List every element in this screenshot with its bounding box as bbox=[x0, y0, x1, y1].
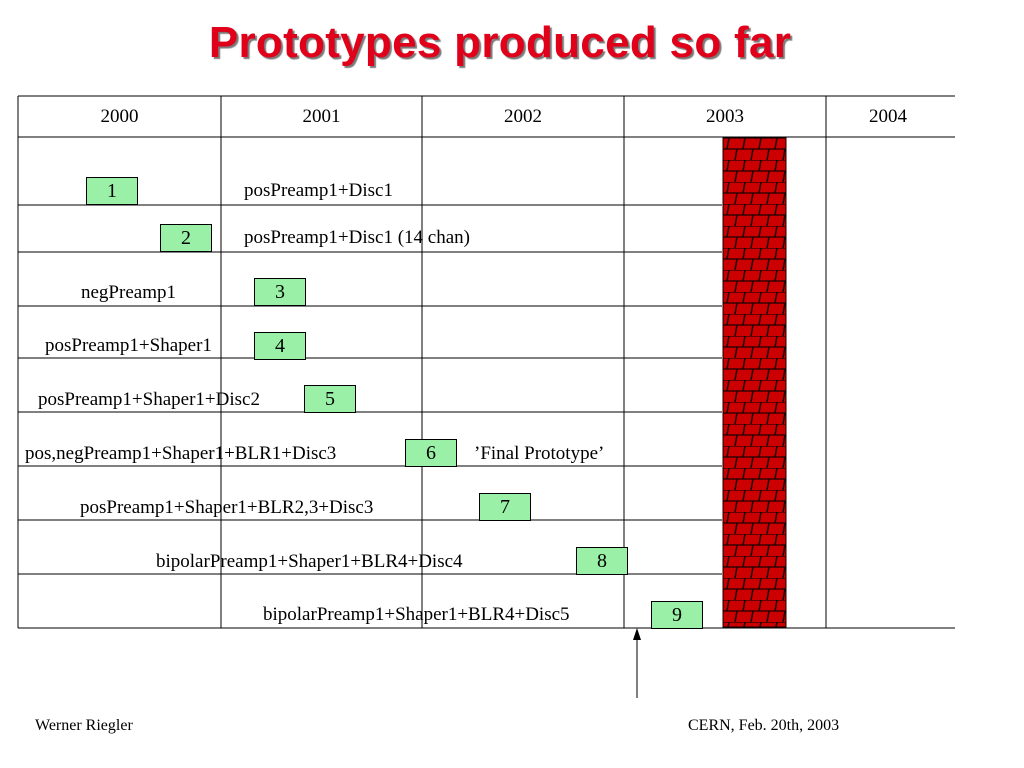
prototype-label: posPreamp1+Shaper1+BLR2,3+Disc3 bbox=[80, 497, 374, 518]
prototype-box: 6 bbox=[405, 439, 457, 467]
brick-wall-icon bbox=[722, 137, 787, 628]
prototype-label: pos,negPreamp1+Shaper1+BLR1+Disc3 bbox=[25, 443, 337, 464]
footer-author: Werner Riegler bbox=[35, 717, 133, 734]
year-header: 2001 bbox=[302, 106, 341, 127]
prototype-box: 8 bbox=[576, 547, 628, 575]
year-header: 2000 bbox=[100, 106, 139, 127]
prototype-label: bipolarPreamp1+Shaper1+BLR4+Disc5 bbox=[263, 604, 570, 625]
prototype-box: 1 bbox=[86, 177, 138, 205]
arrow-up-icon bbox=[633, 628, 641, 698]
final-prototype-note: ’Final Prototype’ bbox=[474, 443, 605, 464]
prototype-label: posPreamp1+Disc1 bbox=[244, 180, 393, 201]
prototype-label: bipolarPreamp1+Shaper1+BLR4+Disc4 bbox=[156, 551, 463, 572]
prototype-box: 2 bbox=[160, 224, 212, 252]
slide-title: Prototypes produced so far bbox=[208, 18, 792, 67]
prototype-label: posPreamp1+Disc1 (14 chan) bbox=[244, 227, 470, 248]
prototype-box: 7 bbox=[479, 493, 531, 521]
year-header: 2002 bbox=[504, 106, 542, 127]
prototype-box: 4 bbox=[254, 332, 306, 360]
prototype-box: 3 bbox=[254, 278, 306, 306]
prototype-label: posPreamp1+Shaper1+Disc2 bbox=[38, 389, 260, 410]
year-header: 2004 bbox=[869, 106, 907, 127]
year-header: 2003 bbox=[706, 106, 744, 127]
prototype-label: negPreamp1 bbox=[81, 282, 176, 303]
footer-date: CERN, Feb. 20th, 2003 bbox=[688, 717, 840, 734]
prototype-box: 5 bbox=[304, 385, 356, 413]
prototype-label: posPreamp1+Shaper1 bbox=[45, 335, 212, 356]
prototype-box: 9 bbox=[651, 601, 703, 629]
